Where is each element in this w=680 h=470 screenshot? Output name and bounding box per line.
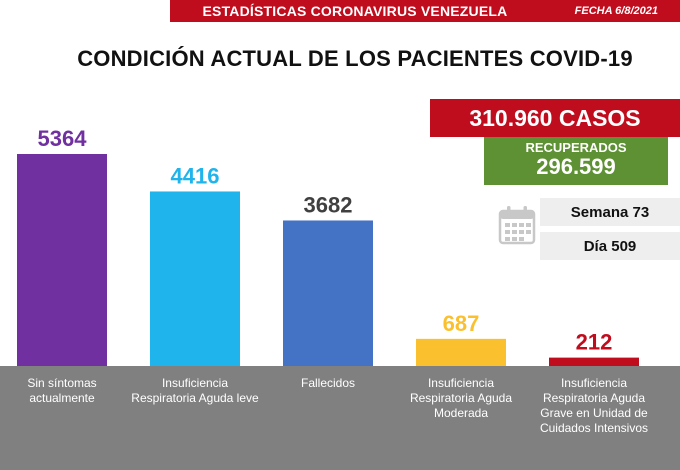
header-date: FECHA 6/8/2021	[574, 5, 658, 17]
bar-value-label-0: 5364	[38, 126, 88, 151]
category-label-0: Sin síntomas actualmente	[27, 376, 96, 405]
bar-1	[150, 191, 240, 366]
category-label-line: Insuficiencia	[561, 376, 627, 390]
category-label-line: Insuficiencia	[162, 376, 228, 390]
bar-4	[549, 357, 639, 366]
bar-0	[17, 154, 107, 366]
recovered-value: 296.599	[536, 154, 616, 179]
category-label-line: Respiratoria Aguda	[410, 391, 512, 405]
calendar-icon	[498, 205, 536, 245]
bar-2	[283, 220, 373, 366]
category-label-line: Respiratoria Aguda	[543, 391, 645, 405]
total-cases-box: 310.960 CASOS	[430, 99, 680, 137]
category-label-4: Insuficiencia Respiratoria Aguda Grave en …	[540, 376, 648, 435]
category-label-2: Fallecidos	[301, 376, 355, 390]
bar-value-label-4: 212	[576, 330, 613, 355]
category-label-line: Respiratoria Aguda leve	[131, 391, 259, 405]
category-label-line: Grave en Unidad de	[540, 406, 648, 420]
category-label-line: Moderada	[434, 406, 488, 420]
day-box: Día 509	[540, 232, 680, 260]
bar-value-label-3: 687	[443, 311, 480, 336]
category-label-line: Insuficiencia	[428, 376, 494, 390]
bar-value-label-1: 4416	[171, 163, 220, 188]
category-label-line: Cuidados Intensivos	[540, 421, 648, 435]
week-box: Semana 73	[540, 198, 680, 226]
bar-value-label-2: 3682	[304, 192, 353, 217]
category-label-line: actualmente	[29, 391, 95, 405]
recovered-box: RECUPERADOS 296.599	[484, 137, 668, 185]
category-band	[0, 366, 680, 470]
category-label-1: Insuficiencia Respiratoria Aguda leve	[131, 376, 259, 405]
category-label-line: Sin síntomas	[27, 376, 96, 390]
header-bar: ESTADÍSTICAS CORONAVIRUS VENEZUELA FECHA…	[170, 0, 680, 22]
category-label-line: Fallecidos	[301, 376, 355, 390]
category-label-3: Insuficiencia Respiratoria Aguda Moderada	[410, 376, 512, 420]
header-title: ESTADÍSTICAS CORONAVIRUS VENEZUELA	[202, 3, 508, 19]
recovered-label: RECUPERADOS	[525, 140, 627, 155]
bar-3	[416, 338, 506, 366]
page-title: CONDICIÓN ACTUAL DE LOS PACIENTES COVID-…	[77, 46, 633, 71]
